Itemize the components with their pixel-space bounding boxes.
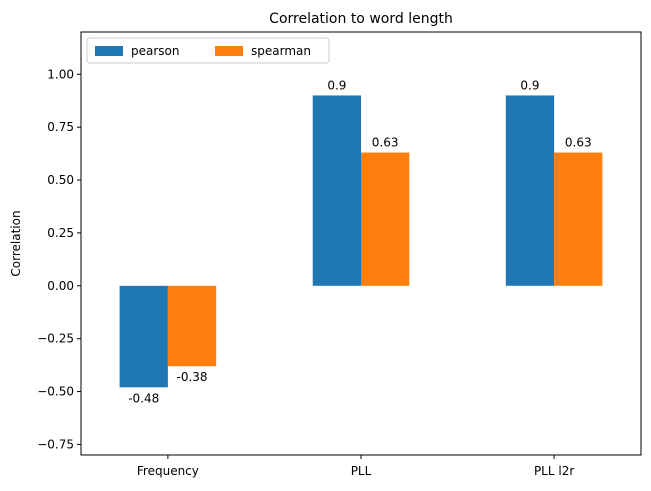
chart-title: Correlation to word length <box>269 11 453 27</box>
legend-swatch-pearson <box>95 46 123 56</box>
data-label: -0.38 <box>177 370 208 384</box>
y-tick-label: −0.25 <box>37 332 74 346</box>
legend: pearson spearman <box>86 37 330 64</box>
y-tick-label: −0.75 <box>37 437 74 451</box>
bar-spearman <box>554 152 603 286</box>
bars-group <box>119 95 603 388</box>
x-axis: Frequency PLL PLL l2r <box>137 455 574 478</box>
x-tick-label: PLL l2r <box>534 464 574 478</box>
y-tick-label: 0.00 <box>47 279 74 293</box>
y-tick-label: 1.00 <box>47 67 74 81</box>
y-tick-label: −0.50 <box>37 385 74 399</box>
bar-spearman <box>167 285 217 367</box>
bar-pearson <box>505 95 555 286</box>
bar-pearson <box>312 95 361 286</box>
y-tick-label: 0.50 <box>47 173 74 187</box>
y-tick-label: 0.75 <box>47 120 74 134</box>
data-labels: -0.48 0.9 0.9 -0.38 0.63 0.63 <box>128 78 591 405</box>
bar-spearman <box>361 152 410 286</box>
x-tick-label: Frequency <box>137 464 199 478</box>
legend-label-spearman: spearman <box>251 44 311 58</box>
legend-box <box>86 37 330 64</box>
y-axis-label: Correlation <box>9 210 23 276</box>
data-label: 0.9 <box>520 78 539 92</box>
data-label: -0.48 <box>128 391 159 405</box>
data-label: 0.63 <box>372 136 399 150</box>
bar-pearson <box>119 285 168 388</box>
y-tick-label: 0.25 <box>47 226 74 240</box>
data-label: 0.63 <box>565 136 592 150</box>
legend-swatch-spearman <box>215 46 243 56</box>
plot-frame <box>80 31 642 456</box>
y-axis: −0.75 −0.50 −0.25 0.00 0.25 0.50 0.75 1.00 <box>37 67 81 451</box>
x-tick-label: PLL <box>351 464 372 478</box>
legend-label-pearson: pearson <box>131 44 180 58</box>
data-label: 0.9 <box>327 78 346 92</box>
